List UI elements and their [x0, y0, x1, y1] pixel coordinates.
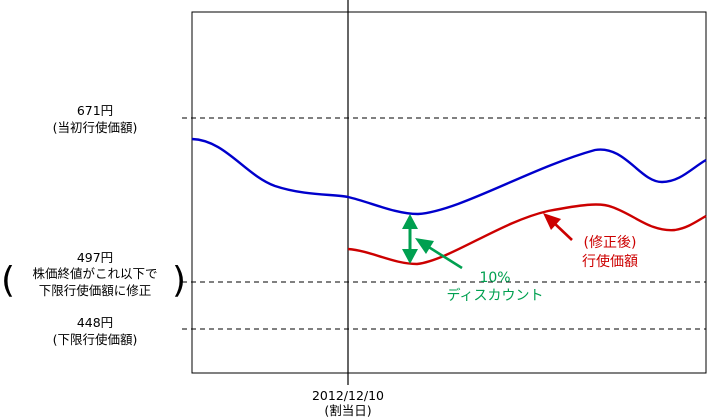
discount-annotation-line1: 10% [479, 270, 511, 286]
ref-label-448-desc: (下限行使価額) [52, 332, 138, 347]
adjusted-annotation-line1: (修正後) [583, 235, 637, 251]
ref-label-497-desc-2: 下限行使価額に修正 [38, 283, 152, 298]
discount-annotation-line2: ディスカウント [446, 288, 544, 304]
adjusted-pointer-arrow [543, 213, 573, 241]
ref-label-671-desc: (当初行使価額) [52, 120, 138, 135]
ref-label-671-value: 671円 [76, 103, 114, 118]
ref-label-497-value: 497円 [76, 250, 114, 265]
x-event-desc-label: (割当日) [324, 403, 372, 418]
adjusted-annotation-line2: 行使価額 [582, 254, 638, 270]
series-adjusted-price-line [347, 203, 707, 266]
plot-frame [191, 11, 707, 374]
x-event-date-label: 2012/12/10 [311, 388, 385, 403]
series-stock-close-line [191, 137, 707, 216]
discount-double-arrow [402, 214, 418, 264]
left-paren: ( [1, 260, 16, 301]
ref-label-497-desc-1: 株価終値がこれ以下で [32, 266, 158, 281]
discount-pointer-arrow [415, 238, 463, 270]
ref-label-448-value: 448円 [76, 315, 114, 330]
right-paren: ) [172, 260, 187, 301]
